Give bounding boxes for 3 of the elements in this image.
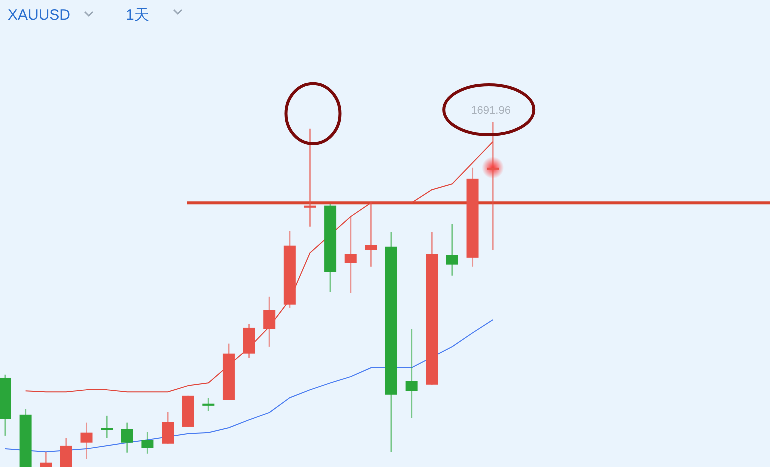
chart-subtitle: 1天 (126, 7, 150, 24)
annotation: 1691.96 (471, 105, 511, 117)
chart-title: XAUUSD (8, 7, 71, 24)
